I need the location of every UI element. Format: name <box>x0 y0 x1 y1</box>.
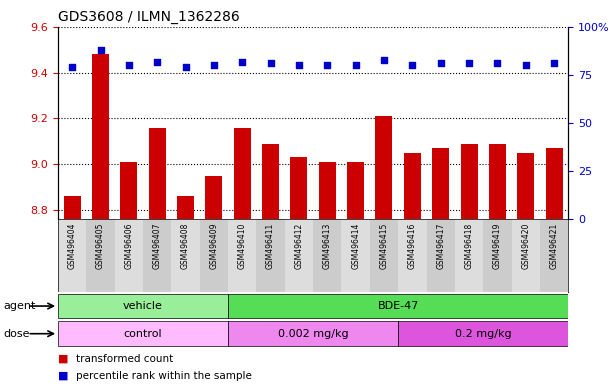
Text: GSM496406: GSM496406 <box>125 223 133 270</box>
Text: agent: agent <box>3 301 35 311</box>
Bar <box>285 219 313 292</box>
Point <box>492 60 502 66</box>
Text: GSM496420: GSM496420 <box>521 223 530 269</box>
Bar <box>290 157 307 219</box>
Point <box>124 62 134 68</box>
Bar <box>489 144 506 219</box>
Bar <box>228 294 568 318</box>
Bar <box>257 219 285 292</box>
Text: GSM496405: GSM496405 <box>96 223 105 270</box>
Bar <box>177 196 194 219</box>
Text: percentile rank within the sample: percentile rank within the sample <box>76 371 252 381</box>
Bar <box>58 219 86 292</box>
Point <box>323 62 332 68</box>
Point <box>351 62 360 68</box>
Bar <box>58 321 228 346</box>
Bar <box>517 153 534 219</box>
Bar <box>376 116 392 219</box>
Text: GSM496417: GSM496417 <box>436 223 445 269</box>
Bar <box>200 219 228 292</box>
Point <box>294 62 304 68</box>
Bar <box>120 162 137 219</box>
Text: BDE-47: BDE-47 <box>378 301 419 311</box>
Text: dose: dose <box>3 329 29 339</box>
Point <box>521 62 530 68</box>
Bar <box>172 219 200 292</box>
Text: GSM496418: GSM496418 <box>464 223 474 269</box>
Point <box>436 60 445 66</box>
Bar <box>115 219 143 292</box>
Point <box>408 62 417 68</box>
Point <box>96 47 106 53</box>
Text: GDS3608 / ILMN_1362286: GDS3608 / ILMN_1362286 <box>58 10 240 25</box>
Bar <box>461 144 478 219</box>
Point <box>464 60 474 66</box>
Text: GSM496409: GSM496409 <box>210 223 219 270</box>
Text: GSM496404: GSM496404 <box>68 223 77 270</box>
Point <box>238 58 247 65</box>
Bar <box>148 127 166 219</box>
Text: GSM496412: GSM496412 <box>295 223 304 269</box>
Bar <box>404 153 421 219</box>
Bar <box>426 219 455 292</box>
Text: GSM496415: GSM496415 <box>379 223 389 269</box>
Bar <box>313 219 342 292</box>
Bar <box>262 144 279 219</box>
Text: GSM496410: GSM496410 <box>238 223 247 269</box>
Bar <box>511 219 540 292</box>
Text: control: control <box>124 329 163 339</box>
Bar <box>455 219 483 292</box>
Bar <box>398 321 568 346</box>
Bar <box>483 219 511 292</box>
Bar <box>64 196 81 219</box>
Text: GSM496421: GSM496421 <box>549 223 558 269</box>
Bar <box>205 176 222 219</box>
Bar <box>228 219 257 292</box>
Bar <box>234 127 251 219</box>
Text: GSM496413: GSM496413 <box>323 223 332 269</box>
Text: ■: ■ <box>58 371 68 381</box>
Bar <box>58 294 228 318</box>
Text: GSM496419: GSM496419 <box>493 223 502 269</box>
Point <box>152 58 162 65</box>
Text: 0.002 mg/kg: 0.002 mg/kg <box>278 329 348 339</box>
Bar <box>540 219 568 292</box>
Bar <box>546 148 563 219</box>
Bar <box>342 219 370 292</box>
Point <box>67 64 77 70</box>
Text: GSM496407: GSM496407 <box>153 223 162 270</box>
Point <box>379 56 389 63</box>
Bar <box>86 219 115 292</box>
Text: vehicle: vehicle <box>123 301 163 311</box>
Bar <box>319 162 336 219</box>
Point <box>209 62 219 68</box>
Point <box>181 64 191 70</box>
Text: GSM496416: GSM496416 <box>408 223 417 269</box>
Point <box>266 60 276 66</box>
Text: GSM496408: GSM496408 <box>181 223 190 269</box>
Text: 0.2 mg/kg: 0.2 mg/kg <box>455 329 511 339</box>
Bar <box>432 148 449 219</box>
Point <box>549 60 559 66</box>
Text: ■: ■ <box>58 353 68 363</box>
Text: GSM496411: GSM496411 <box>266 223 275 269</box>
Bar <box>92 55 109 219</box>
Text: transformed count: transformed count <box>76 354 174 364</box>
Text: GSM496414: GSM496414 <box>351 223 360 269</box>
Bar <box>398 219 426 292</box>
Bar <box>347 162 364 219</box>
Bar <box>228 321 398 346</box>
Bar <box>143 219 172 292</box>
Bar <box>370 219 398 292</box>
